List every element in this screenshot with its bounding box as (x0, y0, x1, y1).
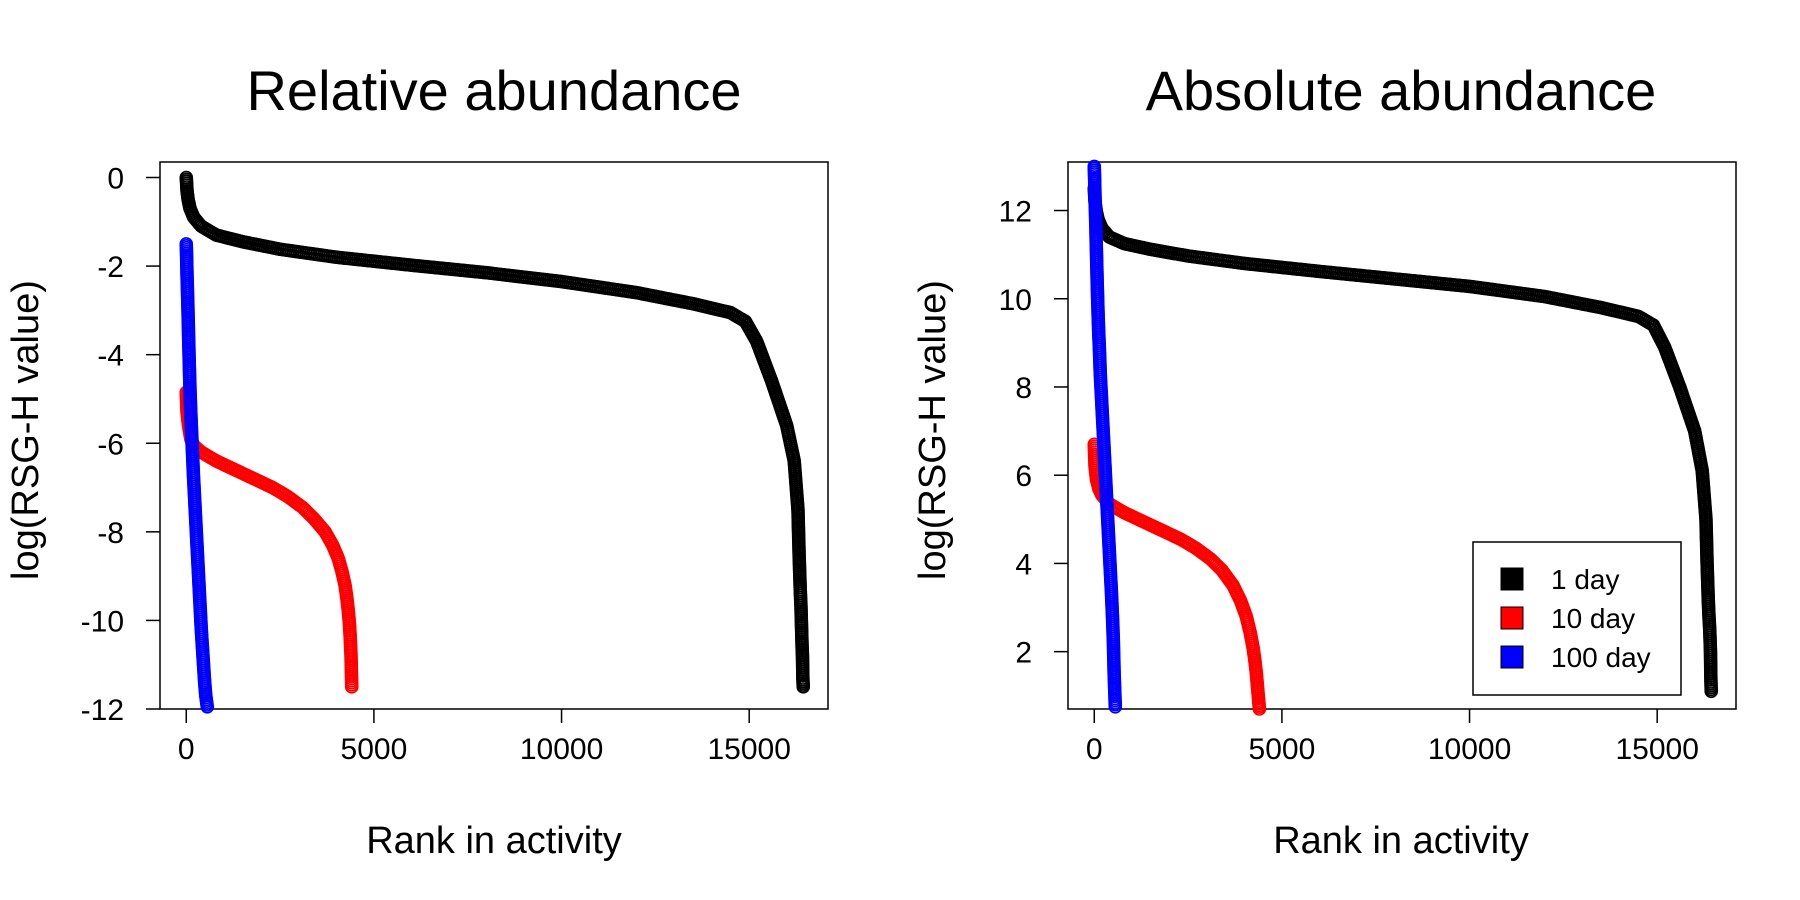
y-tick-label: 4 (1015, 548, 1032, 581)
panel-absolute-abundance: Absolute abundance Rank in activity log(… (912, 59, 1737, 862)
y-tick-label: 12 (999, 196, 1032, 229)
y-axis-label: log(RSG-H value) (5, 280, 47, 580)
legend: 1 day 10 day 100 day (1472, 541, 1682, 696)
data-point (1252, 702, 1267, 716)
plot-frame (159, 161, 829, 710)
axis-ticks: 0 5000 10000 15000 0 -2 -4 -6 -8 -10 -12 (81, 163, 791, 766)
x-tick-label: 5000 (1249, 733, 1316, 766)
y-axis-label: log(RSG-H value) (912, 280, 954, 580)
x-tick-label: 10000 (1428, 733, 1511, 766)
y-tick-label: -12 (81, 694, 124, 727)
axis-ticks: 0 5000 10000 15000 2 4 6 8 10 12 (999, 196, 1699, 766)
y-tick-label: 6 (1015, 460, 1032, 493)
legend-swatch-100-day (1500, 645, 1524, 669)
data-point (344, 680, 359, 694)
chart-title: Absolute abundance (1146, 59, 1657, 122)
x-tick-label: 15000 (707, 733, 790, 766)
x-tick-label: 10000 (520, 733, 603, 766)
plot-frame (1067, 161, 1737, 710)
y-tick-label: 10 (999, 284, 1032, 317)
x-tick-label: 0 (1086, 733, 1103, 766)
data-points (1087, 159, 1719, 716)
x-tick-label: 5000 (341, 733, 408, 766)
data-point (200, 699, 215, 714)
y-tick-label: -2 (97, 251, 124, 284)
y-tick-label: -4 (97, 340, 124, 373)
y-tick-label: -8 (97, 517, 124, 550)
y-tick-label: 2 (1015, 637, 1032, 670)
data-point (1108, 699, 1123, 714)
data-points (179, 170, 811, 714)
x-tick-label: 15000 (1615, 733, 1698, 766)
data-point (796, 680, 811, 694)
y-tick-label: 8 (1015, 372, 1032, 405)
panel-relative-abundance: Relative abundance Rank in activity log(… (5, 59, 829, 862)
x-tick-label: 0 (178, 733, 195, 766)
x-axis-label: Rank in activity (1273, 820, 1529, 862)
y-tick-label: -6 (97, 428, 124, 461)
legend-swatch-1-day (1500, 567, 1524, 591)
x-axis-label: Rank in activity (366, 820, 622, 862)
data-point (1704, 684, 1719, 699)
legend-label-1-day: 1 day (1551, 564, 1620, 595)
legend-label-100-day: 100 day (1551, 642, 1651, 673)
legend-label-10-day: 10 day (1551, 603, 1635, 634)
y-tick-label: -10 (81, 605, 124, 638)
y-tick-label: 0 (107, 163, 124, 196)
chart-title: Relative abundance (246, 59, 741, 122)
legend-swatch-10-day (1500, 606, 1524, 630)
